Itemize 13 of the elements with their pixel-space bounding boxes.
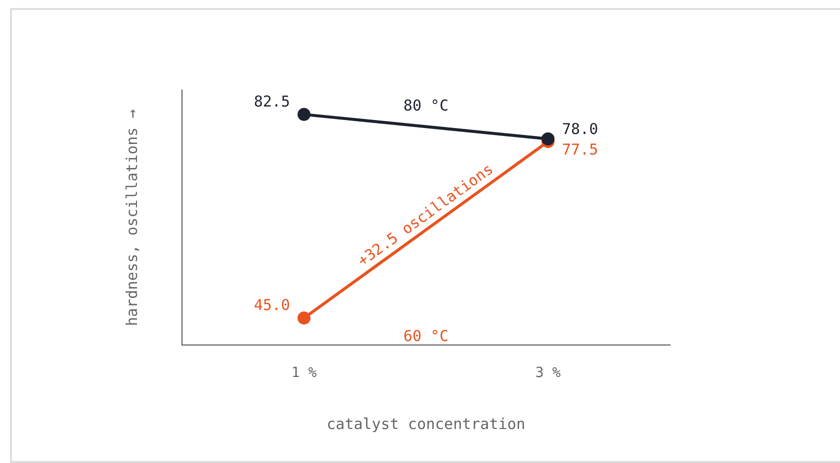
y-axis-title: hardness, oscillations → (122, 109, 141, 326)
point (298, 312, 310, 325)
point (542, 132, 554, 146)
data-label: 77.5 (562, 140, 598, 158)
x-axis-title: catalyst concentration (326, 414, 526, 433)
x-tick-label: 3 % (535, 365, 562, 382)
text: 60 °C (403, 327, 449, 346)
x-tick-label: 1 % (291, 365, 318, 382)
data-label: 45.0 (254, 296, 290, 314)
data-label: 78.0 (562, 120, 598, 138)
data-label: 82.5 (254, 92, 290, 110)
series-label: 80 °C (403, 96, 449, 115)
point (298, 108, 310, 121)
